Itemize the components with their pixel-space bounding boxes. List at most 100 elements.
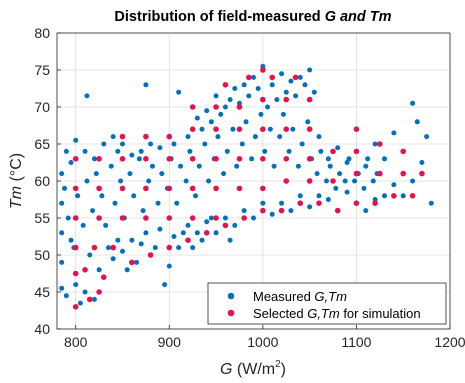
measured-point: [140, 208, 146, 214]
measured-point: [127, 171, 133, 177]
selected-point: [306, 126, 313, 132]
legend-measured-italic: G,Tm: [314, 289, 347, 304]
selected-point: [96, 215, 102, 221]
measured-point: [428, 200, 434, 206]
y-tick-label: 50: [34, 247, 50, 263]
selected-point: [119, 185, 126, 192]
measured-point: [124, 267, 130, 273]
measured-point: [146, 178, 152, 184]
x-axis-sup: 2: [275, 359, 281, 370]
selected-point: [260, 185, 266, 192]
measured-point: [174, 200, 180, 206]
selected-point: [213, 185, 219, 192]
selected-point: [72, 304, 79, 310]
measured-point: [68, 237, 74, 243]
measured-point: [269, 82, 275, 88]
selected-point: [377, 141, 383, 147]
measured-point: [115, 148, 121, 154]
selected-point: [283, 156, 290, 162]
measured-point: [337, 171, 343, 177]
measured-point: [110, 256, 116, 262]
measured-point: [187, 148, 193, 154]
measured-point: [314, 171, 320, 177]
selected-point: [86, 296, 93, 303]
measured-point: [63, 293, 69, 299]
measured-point: [307, 67, 313, 73]
selected-point: [119, 215, 126, 221]
selected-point: [260, 207, 266, 214]
measured-point: [325, 197, 331, 202]
selected-point: [283, 96, 290, 103]
measured-point: [63, 148, 69, 154]
measured-point: [271, 163, 277, 169]
measured-point: [255, 86, 261, 91]
legend-label-selected: Selected G,Tm for simulation: [253, 306, 421, 321]
measured-point: [323, 178, 329, 184]
y-axis-var: Tm: [8, 186, 25, 209]
measured-point: [213, 93, 219, 99]
selected-point: [100, 274, 107, 281]
measured-point: [91, 296, 97, 302]
chart-title-prefix: Distribution of field-measured: [114, 9, 324, 25]
measured-point: [297, 74, 303, 80]
measured-point: [363, 163, 369, 169]
measured-point: [99, 193, 105, 199]
measured-point: [152, 245, 158, 251]
measured-point: [283, 89, 289, 95]
selected-point: [82, 267, 88, 273]
measured-point: [131, 193, 137, 199]
selected-point: [236, 126, 243, 132]
measured-point: [108, 163, 114, 169]
measured-point: [136, 156, 142, 162]
measured-point: [176, 89, 182, 95]
measured-point: [280, 111, 286, 117]
measured-point: [258, 111, 264, 117]
x-tick-label: 1100: [341, 334, 371, 350]
y-tick-labels: 40 45 50 55 60 65 70 75 80: [34, 25, 50, 337]
measured-point: [59, 200, 65, 206]
selected-point: [297, 200, 304, 206]
chart-title: Distribution of field-measured G and Tm: [114, 9, 391, 25]
measured-point: [252, 134, 258, 140]
measured-point: [251, 74, 256, 80]
selected-point: [72, 244, 79, 251]
measured-point: [363, 208, 369, 214]
selected-point: [222, 82, 229, 88]
measured-point: [134, 259, 140, 265]
measured-point: [84, 93, 90, 99]
selected-point: [306, 156, 313, 162]
measured-point: [414, 119, 420, 125]
legend-marker-selected: [227, 309, 235, 317]
measured-point: [279, 71, 285, 77]
selected-point: [377, 170, 383, 177]
measured-point: [82, 289, 88, 295]
measured-point: [290, 126, 296, 132]
measured-point: [251, 215, 256, 221]
measured-point: [365, 156, 371, 162]
selected-point: [236, 156, 243, 162]
measured-point: [230, 126, 236, 132]
measured-point: [138, 241, 144, 247]
measured-point: [194, 230, 200, 236]
selected-point: [166, 133, 173, 140]
measured-point: [59, 259, 65, 265]
measured-point: [344, 189, 350, 195]
measured-point: [80, 222, 86, 228]
measured-point: [260, 200, 266, 206]
selected-point: [143, 133, 149, 140]
measured-point: [84, 178, 90, 184]
measured-point: [77, 300, 83, 306]
measured-point: [243, 119, 249, 125]
selected-point: [147, 252, 154, 258]
x-tick-labels: 800 900 1000 1100 1200: [64, 334, 465, 350]
x-axis-unit: (W/m: [232, 361, 275, 378]
selected-point: [110, 244, 116, 251]
selected-point: [222, 222, 229, 229]
measured-point: [129, 152, 135, 158]
measured-point: [295, 163, 301, 169]
measured-point: [159, 171, 165, 177]
selected-point: [409, 193, 416, 199]
measured-point: [269, 211, 275, 217]
selected-point: [166, 215, 173, 221]
selected-point: [119, 156, 126, 162]
